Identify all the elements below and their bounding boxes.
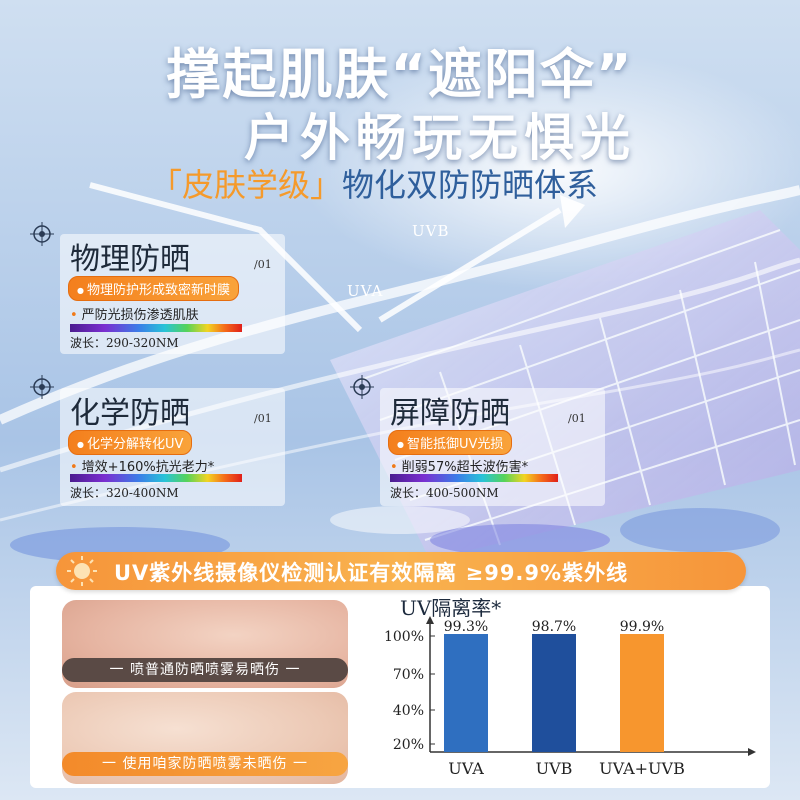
target-icon [30, 375, 54, 399]
card-pill: 物理防护形成致密新时膜 [68, 276, 239, 301]
bar-value-label: 99.3% [444, 619, 488, 635]
card-pill: 智能抵御UV光损 [388, 430, 513, 455]
headline-line2: 户外畅玩无惧光 [244, 109, 636, 167]
card-pill: 化学分解转化UV [68, 430, 193, 455]
headline-line1: 撑起肌肤“遮阳伞” [166, 43, 634, 106]
card-number: /01 [254, 412, 272, 425]
uv-banner: UV紫外线摄像仪检测认证有效隔离 ≥99.9%紫外线 [56, 552, 746, 590]
card-wavelength: 波长：320-400NM [70, 486, 179, 500]
uvb-arrow-label: UVB [412, 222, 450, 240]
y-tick-label: 40% [393, 703, 424, 719]
card-chemical-sunscreen: 化学防晒 /01 化学分解转化UV •增效+160%抗光老力* 波长：320-4… [60, 388, 285, 506]
card-title: 化学防晒 [70, 396, 190, 431]
target-icon [350, 375, 374, 399]
card-number: /01 [568, 412, 586, 425]
uv-isolation-bar-chart: 100% 70% 40% 20% 99.3% UVA 98.7% UVB 99.9% UVA+UV… [384, 616, 756, 778]
label-normal-spray: 一 喷普通防晒喷雾易晒伤 一 [62, 658, 348, 682]
y-tick-label: 20% [393, 737, 424, 753]
card-title: 屏障防晒 [390, 396, 510, 431]
spectrum-bar [390, 474, 558, 482]
bar-uva [444, 634, 488, 752]
card-bullet: • 严防光损伤渗透肌肤 [70, 308, 199, 323]
label-our-spray: 一 使用咱家防晒喷雾未晒伤 一 [62, 752, 348, 776]
card-barrier-sunscreen: 屏障防晒 /01 智能抵御UV光损 •削弱57%超长波伤害* 波长：400-50… [380, 388, 605, 506]
sun-icon [67, 556, 97, 586]
y-axis-arrow [426, 616, 434, 624]
card-title: 物理防晒 [70, 242, 190, 277]
headline-highlight: 「皮肤学级」 [150, 166, 343, 204]
spectrum-bar [70, 324, 242, 332]
headline-line3: 「皮肤学级」物化双防防晒体系 [150, 160, 598, 206]
y-tick-label: 70% [393, 667, 424, 683]
x-axis-arrow [748, 748, 756, 756]
spectrum-bar [70, 474, 242, 482]
x-category-label: UVA+UVB [599, 759, 685, 778]
bar-value-label: 98.7% [532, 619, 576, 635]
y-tick-label: 100% [384, 629, 424, 645]
x-category-label: UVA [448, 759, 484, 778]
banner-text: UV紫外线摄像仪检测认证有效隔离 ≥99.9%紫外线 [114, 561, 629, 585]
bar-uvb [532, 634, 576, 752]
uva-arrow-label: UVA [347, 282, 384, 300]
x-category-label: UVB [536, 759, 573, 778]
bar-uva-uvb [620, 634, 664, 752]
chart-title: UV隔离率* [400, 596, 502, 620]
card-wavelength: 波长：400-500NM [390, 486, 499, 500]
card-bullet: • 增效+160%抗光老力* [70, 460, 215, 475]
headline-rest: 物化双防防晒体系 [342, 166, 599, 204]
card-number: /01 [254, 258, 272, 271]
card-bullet: • 削弱57%超长波伤害* [390, 460, 529, 475]
bar-value-label: 99.9% [620, 619, 664, 635]
card-physical-sunscreen: 物理防晒 /01 物理防护形成致密新时膜 •严防光损伤渗透肌肤 波长：290-3… [60, 234, 285, 354]
target-icon [30, 222, 54, 246]
card-wavelength: 波长：290-320NM [70, 336, 179, 350]
